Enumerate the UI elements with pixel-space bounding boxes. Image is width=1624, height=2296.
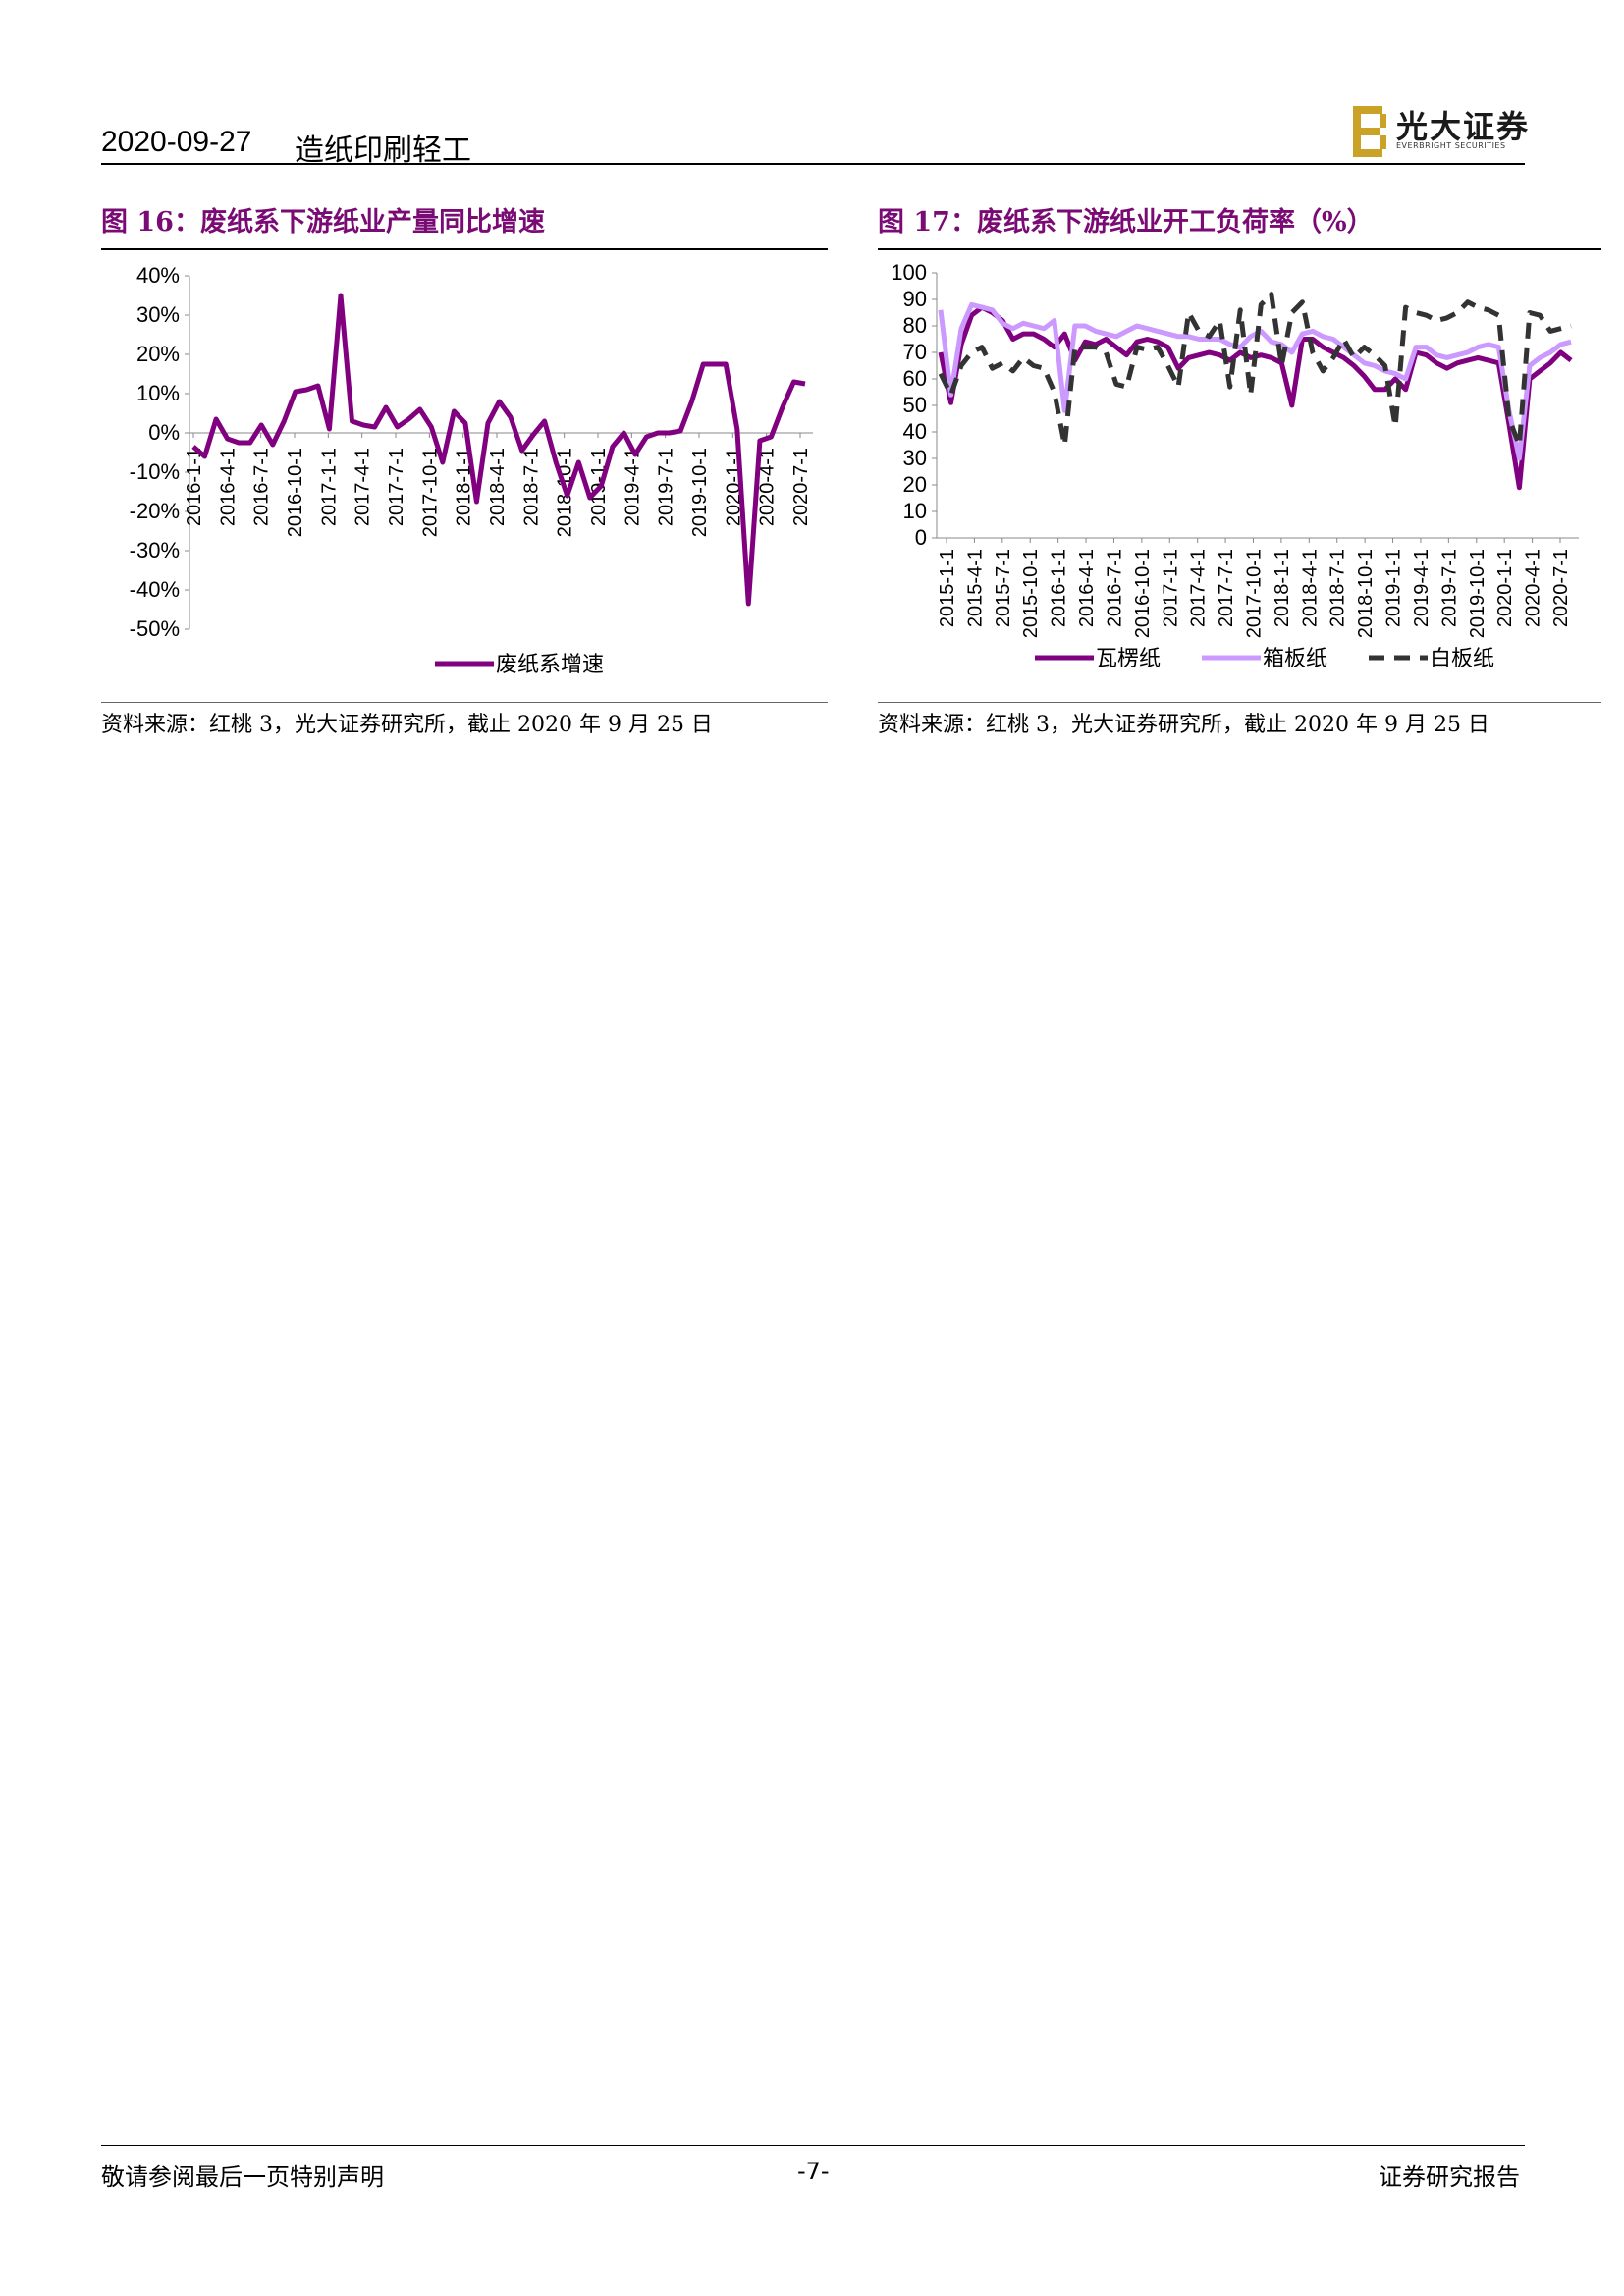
chart17-x-tick-label: 2019-4-1 [1411, 549, 1433, 627]
chart16-y-tick-label: -20% [130, 499, 180, 523]
logo-text-en: EVERBRIGHT SECURITIES [1396, 141, 1506, 150]
chart17-x-tick-label: 2020-4-1 [1523, 549, 1544, 627]
chart16-x-tick-label: 2017-1-1 [318, 448, 340, 526]
chart17-x-tick-label: 2015-1-1 [937, 549, 958, 627]
chart16-y-tick-label: -40% [130, 577, 180, 602]
chart16-x-tick-label: 2016-7-1 [251, 448, 273, 526]
figure-17-title: 图 17：废纸系下游纸业开工负荷率（%） [878, 207, 1374, 238]
chart17-x-tick-label: 2016-4-1 [1076, 549, 1098, 627]
chart17-x-tick-label: 2019-7-1 [1438, 549, 1460, 627]
chart17-x-tick-label: 2015-4-1 [964, 549, 986, 627]
chart16-x-tick-label: 2017-7-1 [386, 448, 407, 526]
chart17-x-tick-label: 2017-7-1 [1216, 549, 1237, 627]
chart16-legend-label-1: 废纸系增速 [496, 652, 604, 676]
chart16-x-tick-label: 2017-4-1 [352, 448, 374, 526]
chart17-x-tick-label: 2016-1-1 [1049, 549, 1070, 627]
chart16-x-tick-label: 2016-4-1 [217, 448, 239, 526]
chart17-x-tick-label: 2015-10-1 [1020, 549, 1042, 638]
report-date: 2020-09-27 [101, 126, 252, 158]
chart17-y-tick-label: 70 [903, 340, 927, 364]
chart17-x-tick-label: 2018-1-1 [1272, 549, 1293, 627]
chart17-x-tick-label: 2018-10-1 [1355, 549, 1377, 638]
chart17-x-tick-label: 2016-7-1 [1104, 549, 1125, 627]
chart17-y-tick-label: 30 [903, 446, 927, 470]
footer-report-type: 证券研究报告 [1379, 2163, 1520, 2191]
chart17-legend-label-3: 白板纸 [1430, 646, 1494, 670]
chart16-y-tick-label: 40% [136, 263, 180, 288]
chart17-x-tick-label: 2016-10-1 [1132, 549, 1154, 638]
chart17-series-3-line [938, 292, 1572, 448]
chart17-x-tick-label: 2017-10-1 [1244, 549, 1266, 638]
footer-disclaimer: 敬请参阅最后一页特别声明 [101, 2163, 384, 2191]
chart16-x-tick-label: 2020-4-1 [757, 448, 779, 526]
chart17-x-tick-label: 2020-1-1 [1494, 549, 1516, 627]
chart16-y-tick-label: 20% [136, 342, 180, 366]
chart16-x-tick-label: 2019-7-1 [656, 448, 677, 526]
chart16-y-tick-label: 10% [136, 381, 180, 405]
chart16-y-tick-label: -10% [130, 459, 180, 484]
report-sector: 造纸印刷轻工 [295, 133, 471, 168]
chart17-y-tick-label: 90 [903, 287, 927, 311]
footer-rule [101, 2145, 1525, 2146]
chart16-y-tick-label: 0% [148, 420, 180, 445]
figure-16-title: 图 16：废纸系下游纸业产量同比增速 [101, 207, 545, 238]
chart17-y-tick-label: 50 [903, 393, 927, 417]
chart17-x-tick-label: 2017-1-1 [1160, 549, 1181, 627]
chart17-series-2-line [938, 301, 1572, 461]
chart16-x-tick-label: 2017-10-1 [419, 448, 441, 537]
figure-17-top-rule [878, 248, 1601, 250]
chart17-y-tick-label: 0 [915, 525, 927, 550]
figure-16-chart: 40% 30% 20% 10% 0% -10% -20% -30% -40% -50% 2016-1… [130, 263, 813, 676]
chart17-legend-label-2: 箱板纸 [1263, 646, 1327, 670]
figure-16-bottom-rule [101, 702, 828, 703]
chart16-x-tick-label: 2019-4-1 [622, 448, 643, 526]
chart17-y-tick-label: 20 [903, 472, 927, 497]
figure-16-top-rule [101, 248, 828, 250]
chart16-y-tick-label: 30% [136, 302, 180, 327]
logo-text-cn: 光大证券 [1396, 108, 1531, 145]
chart16-x-tick-label: 2020-7-1 [790, 448, 812, 526]
company-logo: 光大证券 EVERBRIGHT SECURITIES [1353, 102, 1530, 161]
chart17-y-tick-label: 100 [891, 260, 927, 285]
figure-17-bottom-rule [878, 702, 1601, 703]
chart17-y-tick-label: 80 [903, 313, 927, 338]
chart17-x-tick-label: 2020-7-1 [1550, 549, 1572, 627]
figure-16-source: 资料来源：红桃 3，光大证券研究所，截止 2020 年 9 月 25 日 [101, 713, 713, 737]
header-rule [101, 163, 1525, 165]
chart16-x-tick-label: 2018-7-1 [520, 448, 542, 526]
chart17-x-tick-label: 2018-4-1 [1299, 549, 1321, 627]
chart16-series-1-line [191, 293, 806, 607]
chart17-legend-label-1: 瓦楞纸 [1096, 646, 1161, 670]
chart16-x-tick-label: 2016-10-1 [285, 448, 306, 537]
logo-mark-icon [1353, 106, 1386, 157]
chart17-x-tick-label: 2019-10-1 [1467, 549, 1489, 638]
chart16-x-tick-label: 2019-10-1 [689, 448, 711, 537]
page-number: -7- [797, 2158, 830, 2185]
chart17-x-tick-label: 2018-7-1 [1327, 549, 1349, 627]
chart17-x-tick-label: 2019-1-1 [1383, 549, 1405, 627]
chart17-y-tick-label: 40 [903, 419, 927, 444]
figure-17-source: 资料来源：红桃 3，光大证券研究所，截止 2020 年 9 月 25 日 [878, 713, 1489, 737]
chart16-x-tick-label: 2018-4-1 [487, 448, 509, 526]
chart16-y-tick-label: -30% [130, 538, 180, 562]
chart16-y-tick-label: -50% [130, 616, 180, 641]
chart17-y-tick-label: 10 [903, 499, 927, 523]
chart17-x-tick-label: 2017-4-1 [1188, 549, 1210, 627]
chart17-y-tick-label: 60 [903, 366, 927, 391]
chart17-x-tick-label: 2015-7-1 [993, 549, 1014, 627]
chart16-x-tick-label: 2016-1-1 [184, 448, 205, 526]
